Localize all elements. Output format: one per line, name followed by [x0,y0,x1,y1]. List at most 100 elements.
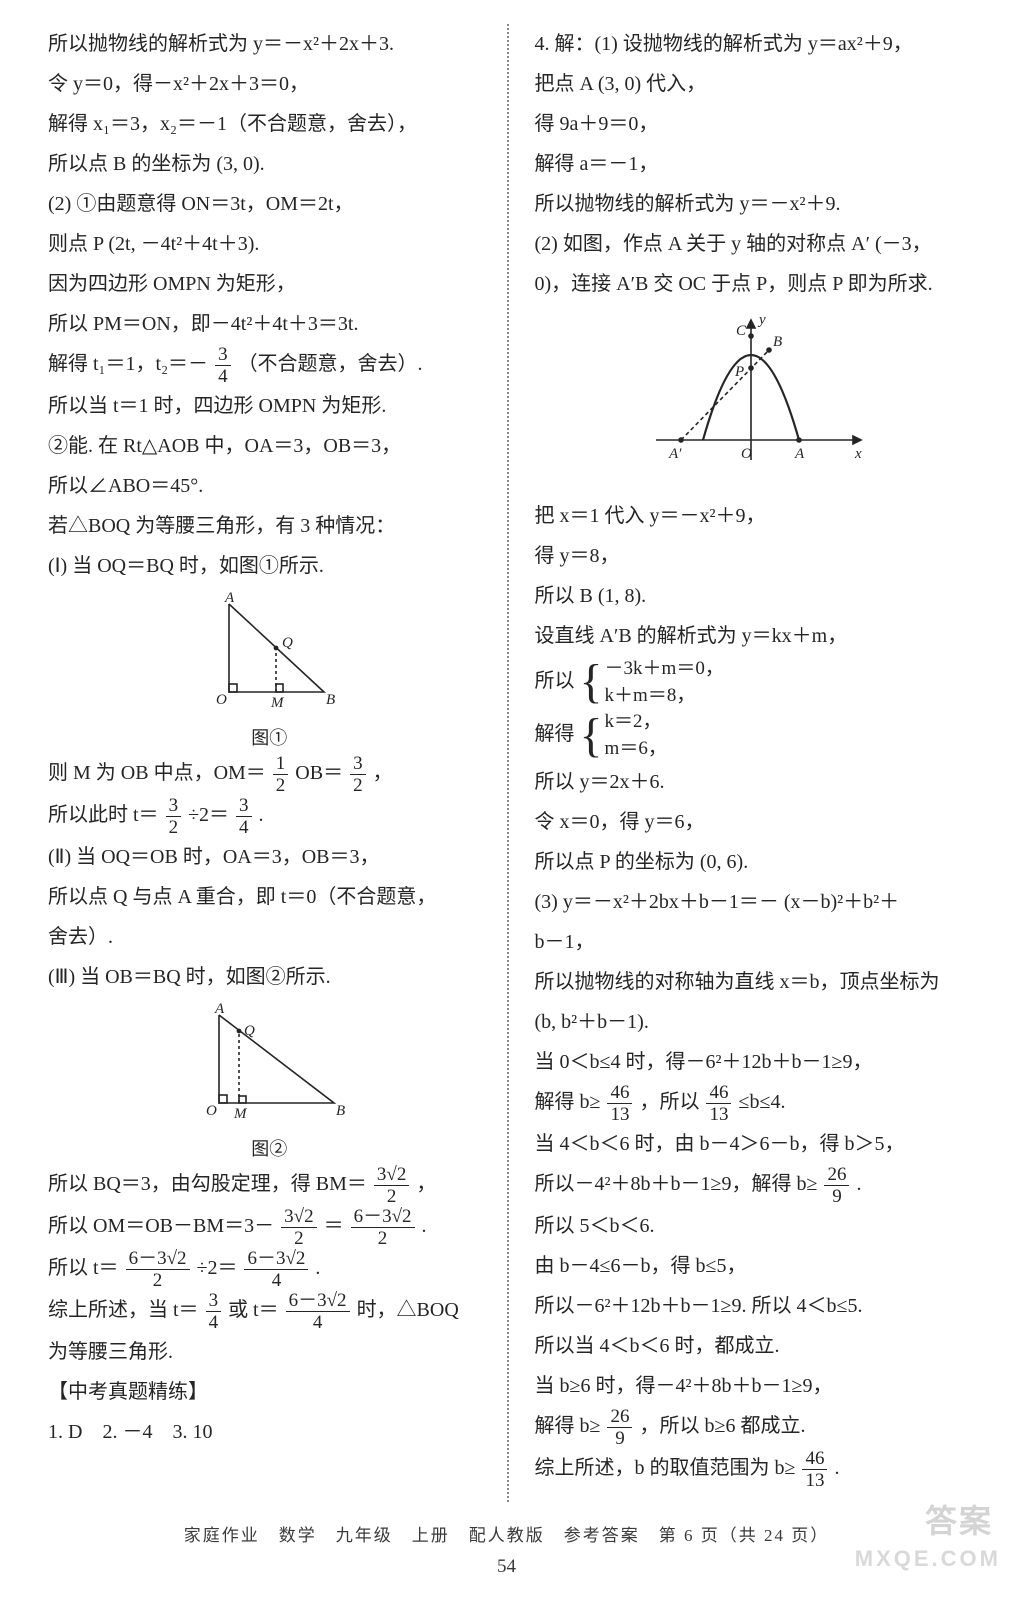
text-line: (2) ①由题意得 ON＝3t，OM＝2t， [48,184,491,224]
text-span: 所以此时 t＝ [48,804,159,826]
text-line: ②能. 在 Rt△AOB 中，OA＝3，OB＝3， [48,426,491,466]
text-line: 所以－4²＋8b＋b－1≥9，解得 b≥ 269 . [535,1164,978,1206]
brace-line: k＝2， [605,709,667,736]
text-span: 所以 BQ＝3，由勾股定理，得 BM＝ [48,1173,367,1195]
text-line: 所以 PM＝ON，即－4t²＋4t＋3＝3t. [48,304,491,344]
svg-text:B: B [773,334,782,350]
text-line: 当 4＜b＜6 时，由 b－4＞6－b，得 b＞5， [535,1124,978,1164]
text-line: 所以抛物线的解析式为 y＝－x²＋9. [535,184,978,224]
text-span: ＝ [324,1215,344,1237]
watermark-url: MXQE.COM [855,1546,1001,1572]
text-line: 为等腰三角形. [48,1332,491,1372]
text-line: 则点 P (2t, －4t²＋4t＋3). [48,224,491,264]
text-line: 所以当 4＜b＜6 时，都成立. [535,1326,978,1366]
svg-text:Q: Q [282,635,293,651]
figure-3: y C B P A′ O A x [535,310,978,494]
text-line: 综上所述，b 的取值范围为 b≥ 4613 . [535,1448,978,1490]
text-span: ， [416,1173,436,1195]
svg-text:M: M [233,1106,248,1122]
text-line: (2) 如图，作点 A 关于 y 轴的对称点 A′ (－3， [535,224,978,264]
figure-2: A Q O M B 图② [48,1003,491,1162]
brace-line: －3k＋m＝0， [605,656,724,683]
brace-line: m＝6， [605,736,667,763]
text-span: ，所以 b≥6 都成立. [639,1415,805,1437]
text-line: 所以此时 t＝ 32 ÷2＝ 34 . [48,795,491,837]
text-line: 所以 y＝2x＋6. [535,762,978,802]
svg-text:x: x [854,446,862,462]
left-column: 所以抛物线的解析式为 y＝－x²＋2x＋3. 令 y＝0，得－x²＋2x＋3＝0… [48,24,507,1502]
text-span: 所以 OM＝OB－BM＝3－ [48,1215,274,1237]
fraction: 269 [822,1165,851,1206]
text-line: 所以∠ABO＝45°. [48,466,491,506]
svg-text:O: O [216,692,227,708]
text-span: 所以 [535,670,575,692]
text-line: 所以 t＝ 6－3√22 ÷2＝ 6－3√24 . [48,1248,491,1290]
text-span: ≤b≤4. [738,1091,785,1113]
text-line: (Ⅱ) 当 OQ＝OB 时，OA＝3，OB＝3， [48,837,491,877]
text-line: 把点 A (3, 0) 代入， [535,64,978,104]
text-line: 所以点 B 的坐标为 (3, 0). [48,144,491,184]
text-span: OB＝ [295,762,343,784]
text-line: (Ⅲ) 当 OB＝BQ 时，如图②所示. [48,957,491,997]
text-line: (b, b²＋b－1). [535,1002,978,1042]
text-line: 因为四边形 OMPN 为矩形， [48,264,491,304]
text-span: 综上所述，b 的取值范围为 b≥ [535,1457,796,1479]
text-span: . [856,1173,861,1195]
text-line: 设直线 A′B 的解析式为 y＝kx＋m， [535,616,978,656]
page: 所以抛物线的解析式为 y＝－x²＋2x＋3. 令 y＝0，得－x²＋2x＋3＝0… [0,0,1013,1510]
text-line: 4. 解：(1) 设抛物线的解析式为 y＝ax²＋9， [535,24,978,64]
fraction: 3√22 [279,1207,318,1248]
text-line: 解得 t₁＝1，t₂＝－ 34 （不合题意，舍去）. [48,344,491,386]
text-span: 则 M 为 OB 中点，OM＝ [48,762,266,784]
text-span: 所以 t＝ [48,1257,119,1279]
text-line: (3) y＝－x²＋2bx＋b－1＝－ (x－b)²＋b²＋ [535,882,978,922]
text-line: 所以 5＜b＜6. [535,1206,978,1246]
fraction: 12 [271,754,291,795]
fraction: 34 [204,1291,224,1332]
svg-text:B: B [336,1103,345,1119]
fraction: 6－3√22 [349,1207,417,1248]
fraction: 32 [164,796,184,837]
footer-text: 家庭作业 数学 九年级 上册 配人教版 参考答案 第 6 页（共 24 页） [184,1526,830,1545]
svg-text:A: A [794,446,805,462]
text-line: 所以 OM＝OB－BM＝3－ 3√22 ＝ 6－3√22 . [48,1206,491,1248]
text-line: 得 y＝8， [535,536,978,576]
svg-text:P: P [734,364,744,380]
svg-text:M: M [270,695,285,711]
text-line: 所以点 Q 与点 A 重合，即 t＝0（不合题意， [48,877,491,917]
figure-1: A Q O M B 图① [48,592,491,751]
text-line: 把 x＝1 代入 y＝－x²＋9， [535,496,978,536]
fraction: 6－3√22 [124,1249,192,1290]
text-span: 所以－4²＋8b＋b－1≥9，解得 b≥ [535,1173,818,1195]
text-line: 所以抛物线的解析式为 y＝－x²＋2x＋3. [48,24,491,64]
svg-text:Q: Q [244,1023,255,1039]
right-column: 4. 解：(1) 设抛物线的解析式为 y＝ax²＋9， 把点 A (3, 0) … [509,24,978,1502]
text-line: 当 b≥6 时，得－4²＋8b＋b－1≥9， [535,1366,978,1406]
brace-line: k＋m＝8， [605,683,724,710]
brace-system: { k＝2， m＝6， [580,709,667,762]
text-span: . [834,1457,839,1479]
svg-text:O: O [206,1103,217,1119]
svg-text:A′: A′ [668,446,682,462]
brace-system: { －3k＋m＝0， k＋m＝8， [580,656,724,709]
text-line: 所以 BQ＝3，由勾股定理，得 BM＝ 3√22 ， [48,1164,491,1206]
text-span: . [315,1257,320,1279]
text-line: 令 x＝0，得 y＝6， [535,802,978,842]
svg-text:C: C [736,323,747,339]
text-span: ÷2＝ [188,804,229,826]
text-line: 所以点 P 的坐标为 (0, 6). [535,842,978,882]
text-span: 综上所述，当 t＝ [48,1299,199,1321]
svg-text:B: B [326,692,335,708]
figure-caption: 图① [48,726,491,751]
text-line: 所以 { －3k＋m＝0， k＋m＝8， [535,656,978,709]
text-line: 当 0＜b≤4 时，得－6²＋12b＋b－1≥9， [535,1042,978,1082]
svg-text:A: A [224,592,235,606]
text-line: 解得 b≥ 4613 ，所以 4613 ≤b≤4. [535,1082,978,1124]
text-line: 所以抛物线的对称轴为直线 x＝b，顶点坐标为 [535,962,978,1002]
text-span: 解得 [535,723,575,745]
fraction: 34 [213,345,233,386]
fraction: 34 [234,796,254,837]
text-line: 解得 x₁＝3，x₂＝－1（不合题意，舍去）， [48,104,491,144]
text-line: 所以－6²＋12b＋b－1≥9. 所以 4＜b≤5. [535,1286,978,1326]
text-line: 0)，连接 A′B 交 OC 于点 P，则点 P 即为所求. [535,264,978,304]
